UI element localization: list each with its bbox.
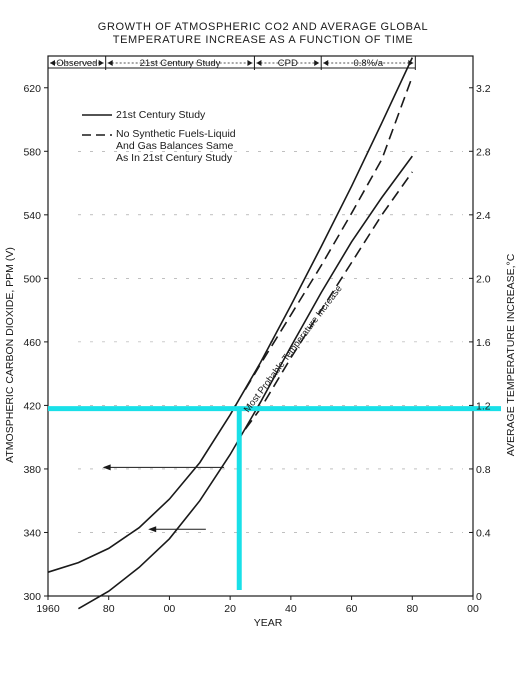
axis-pointer-arrowhead xyxy=(102,464,111,471)
period-arrow-left xyxy=(107,60,113,66)
y-left-tick-label: 300 xyxy=(23,591,41,603)
y-axis-right-title: AVERAGE TEMPERATURE INCREASE,°C xyxy=(505,253,517,456)
x-tick-label: 00 xyxy=(467,603,479,615)
legend: 21st Century Study No Synthetic Fuels-Li… xyxy=(82,109,236,164)
period-label: 21st Century Study xyxy=(140,58,221,69)
period-label: Observed xyxy=(56,58,97,69)
x-tick-label: 60 xyxy=(346,603,358,615)
y-right-tick-label: 0.4 xyxy=(476,527,491,539)
legend-solid-label: 21st Century Study xyxy=(116,109,206,121)
chart-title-line1: GROWTH OF ATMOSPHERIC CO2 AND AVERAGE GL… xyxy=(98,21,428,33)
y-right-tick-label: 1.6 xyxy=(476,337,491,349)
legend-dashed-label-3: As In 21st Century Study xyxy=(116,152,233,164)
y-left-tick-label: 580 xyxy=(23,146,41,158)
y-left-tick-label: 620 xyxy=(23,83,41,95)
period-arrow-right xyxy=(314,60,320,66)
legend-dashed-label-1: No Synthetic Fuels-Liquid xyxy=(116,128,236,140)
y-right-tick-label: 0.8 xyxy=(476,464,491,476)
reference-lines xyxy=(48,406,501,590)
period-label: 0.8%/a xyxy=(353,58,383,69)
curve-annotation: Most Probable Temperature Increase xyxy=(242,283,345,414)
period-arrow-right xyxy=(98,60,104,66)
y-left-tick-label: 500 xyxy=(23,273,41,285)
y-right-tick-label: 2.8 xyxy=(476,146,491,158)
plot-frame xyxy=(47,55,474,597)
series-line-2 xyxy=(244,76,414,390)
y-right-tick-label: 1.2 xyxy=(476,400,491,412)
y-right-tick-label: 2.0 xyxy=(476,273,491,285)
grid xyxy=(78,150,463,533)
period-bar: Observed 21st Century Study CPD 0.8%/a xyxy=(50,56,416,70)
x-tick-label: 80 xyxy=(406,603,418,615)
period-label: CPD xyxy=(278,58,298,69)
y-left-tick-label: 540 xyxy=(23,210,41,222)
axis-pointer-arrowhead xyxy=(148,526,157,533)
x-tick-label: 80 xyxy=(103,603,115,615)
legend-dashed-label-2: And Gas Balances Same xyxy=(116,140,233,152)
y-right-tick-label: 3.2 xyxy=(476,83,491,95)
series-line-3 xyxy=(77,155,413,610)
y-left-tick-label: 340 xyxy=(23,527,41,539)
period-arrow-left xyxy=(50,60,55,66)
y-right-tick-label: 0 xyxy=(476,591,482,603)
period-arrow-right xyxy=(247,60,253,66)
x-axis-title: YEAR xyxy=(254,617,283,629)
y-left-tick-label: 380 xyxy=(23,464,41,476)
x-tick-label: 1960 xyxy=(36,603,60,615)
axis-ticks: 300 340 380 420 460 500 540 580 620 0 0.4 0.8 1.2 1.6… xyxy=(23,83,490,615)
y-left-tick-label: 460 xyxy=(23,337,41,349)
chart-title-line2: TEMPERATURE INCREASE AS A FUNCTION OF TI… xyxy=(113,34,413,46)
y-left-tick-label: 420 xyxy=(23,400,41,412)
x-tick-label: 40 xyxy=(285,603,297,615)
y-right-tick-label: 2.4 xyxy=(476,210,491,222)
period-arrow-left xyxy=(256,60,262,66)
x-tick-label: 20 xyxy=(224,603,236,615)
series-line-1 xyxy=(47,57,414,573)
y-axis-left-title: ATMOSPHERIC CARBON DIOXIDE, PPM (V) xyxy=(4,247,16,463)
period-arrow-left xyxy=(323,60,329,66)
x-tick-label: 00 xyxy=(164,603,176,615)
